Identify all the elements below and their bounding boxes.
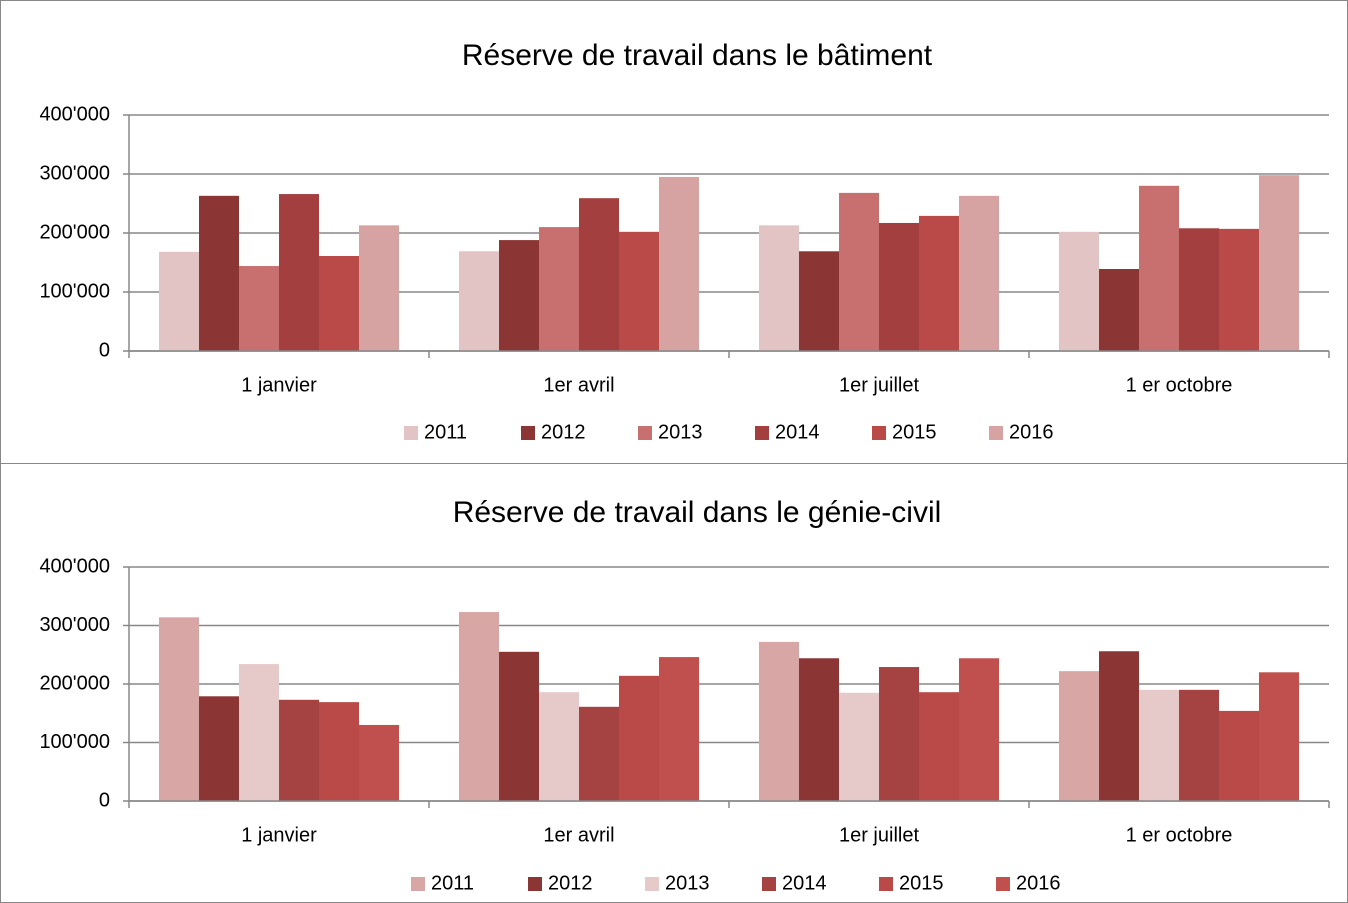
bar — [1259, 175, 1299, 351]
legend-label: 2014 — [782, 872, 827, 894]
bar — [359, 724, 399, 801]
legend-label: 2011 — [424, 421, 467, 443]
x-tick-label: 1 janvier — [241, 824, 317, 846]
legend-swatch — [521, 426, 535, 440]
chart-title: Réserve de travail dans le bâtiment — [462, 39, 933, 72]
bar — [919, 215, 959, 351]
y-tick-label: 0 — [99, 789, 110, 811]
bar — [279, 699, 319, 801]
y-tick-label: 200'000 — [39, 221, 110, 243]
bar — [359, 225, 399, 351]
bar — [659, 176, 699, 351]
bar — [459, 251, 499, 351]
bar — [1219, 710, 1259, 801]
bar — [1099, 651, 1139, 801]
bar — [879, 667, 919, 801]
legend-swatch — [645, 877, 659, 891]
legend-swatch — [411, 877, 425, 891]
x-tick-label: 1er juillet — [839, 824, 919, 846]
bar — [879, 222, 919, 351]
x-tick-label: 1er avril — [543, 824, 614, 846]
bar — [579, 706, 619, 801]
x-tick-label: 1er avril — [543, 374, 614, 396]
legend-swatch — [989, 426, 1003, 440]
bar — [199, 696, 239, 801]
legend-label: 2013 — [658, 421, 703, 443]
bar — [799, 251, 839, 351]
bar — [239, 266, 279, 351]
bar — [1259, 672, 1299, 801]
legend-label: 2014 — [775, 421, 820, 443]
bar — [839, 692, 879, 801]
y-tick-label: 100'000 — [39, 731, 110, 753]
legend-label: 2012 — [548, 872, 593, 894]
bar — [1059, 671, 1099, 801]
chart-title: Réserve de travail dans le génie-civil — [453, 496, 942, 529]
bar — [959, 195, 999, 351]
bar — [1219, 228, 1259, 351]
legend-label: 2016 — [1016, 872, 1061, 894]
bar — [1059, 231, 1099, 351]
bar — [579, 198, 619, 351]
bar — [619, 675, 659, 801]
bar — [1139, 689, 1179, 801]
bar — [279, 194, 319, 351]
legend-swatch — [762, 877, 776, 891]
bar — [199, 195, 239, 351]
legend-label: 2013 — [665, 872, 710, 894]
bar — [659, 657, 699, 801]
y-tick-label: 200'000 — [39, 672, 110, 694]
legend-swatch — [996, 877, 1010, 891]
y-tick-label: 0 — [99, 339, 110, 361]
legend-swatch — [879, 877, 893, 891]
bar — [759, 641, 799, 801]
bar — [1179, 228, 1219, 351]
bar — [799, 658, 839, 801]
y-tick-label: 400'000 — [39, 555, 110, 577]
bar — [1139, 185, 1179, 351]
x-tick-label: 1 janvier — [241, 374, 317, 396]
legend-label: 2015 — [899, 872, 944, 894]
y-tick-label: 400'000 — [39, 103, 110, 125]
bar — [539, 692, 579, 801]
legend-label: 2016 — [1009, 421, 1054, 443]
bar — [319, 702, 359, 801]
bar — [759, 225, 799, 351]
bar — [1099, 268, 1139, 351]
bar — [159, 251, 199, 351]
y-tick-label: 100'000 — [39, 280, 110, 302]
legend-label: 2015 — [892, 421, 937, 443]
y-tick-label: 300'000 — [39, 162, 110, 184]
bar — [619, 231, 659, 351]
x-tick-label: 1er juillet — [839, 374, 919, 396]
bar — [919, 692, 959, 801]
bar — [1179, 689, 1219, 801]
bar — [959, 658, 999, 801]
bar — [499, 651, 539, 801]
y-tick-label: 300'000 — [39, 614, 110, 636]
bar — [239, 664, 279, 801]
legend-swatch — [528, 877, 542, 891]
bar — [459, 612, 499, 801]
x-tick-label: 1 er octobre — [1126, 374, 1233, 396]
legend-label: 2012 — [541, 421, 586, 443]
legend-swatch — [755, 426, 769, 440]
legend-swatch — [404, 426, 418, 440]
bar — [499, 240, 539, 351]
legend-swatch — [638, 426, 652, 440]
bar — [159, 617, 199, 801]
legend-label: 2011 — [431, 872, 474, 894]
bar — [319, 256, 359, 351]
legend-swatch — [872, 426, 886, 440]
x-tick-label: 1 er octobre — [1126, 824, 1233, 846]
bar — [839, 192, 879, 351]
bar — [539, 227, 579, 351]
